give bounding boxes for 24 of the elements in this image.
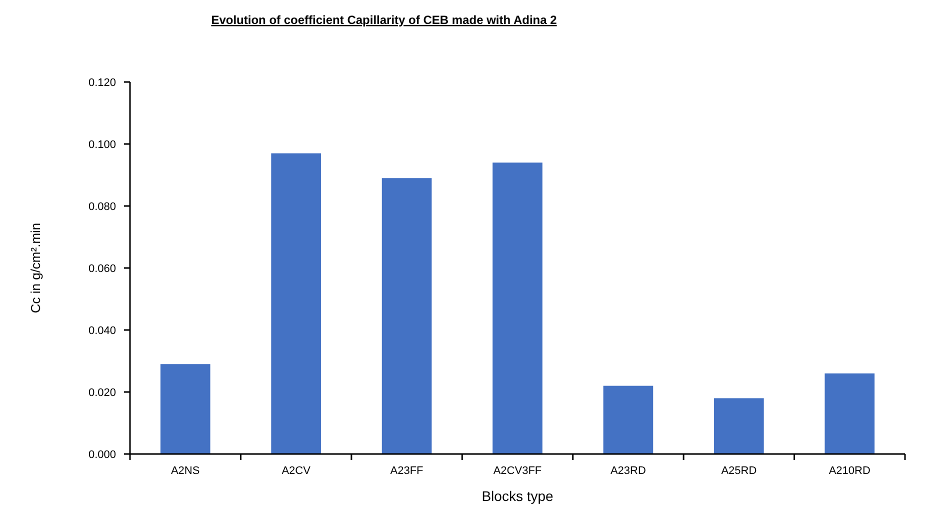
bar [603, 386, 654, 454]
x-tick-label: A2CV3FF [493, 465, 542, 477]
bar [160, 364, 210, 454]
bar [714, 398, 764, 454]
bar [271, 153, 321, 454]
bar [824, 373, 875, 454]
y-tick-label: 0.080 [88, 200, 116, 213]
y-tick-label: 0.000 [88, 448, 116, 461]
y-tick-label: 0.040 [88, 324, 116, 337]
y-tick-label: 0.020 [88, 386, 116, 399]
x-tick-label: A210RD [828, 465, 870, 477]
y-tick-label: 0.060 [88, 262, 116, 275]
y-tick-label: 0.100 [88, 138, 116, 151]
x-tick-label: A23FF [390, 465, 424, 477]
bar [492, 162, 542, 454]
bar [382, 178, 432, 454]
y-axis-title: Cc in g/cm².min [28, 222, 43, 314]
x-tick-label: A23RD [610, 465, 646, 477]
x-tick-label: A2CV [282, 465, 312, 477]
x-tick-label: A25RD [721, 465, 757, 477]
y-tick-label: 0.120 [88, 76, 116, 89]
chart-title: Evolution of coefficient Capillarity of CEB made with Adina 2 [211, 13, 558, 27]
x-tick-label: A2NS [170, 465, 200, 477]
x-axis-title: Blocks type [482, 488, 554, 504]
